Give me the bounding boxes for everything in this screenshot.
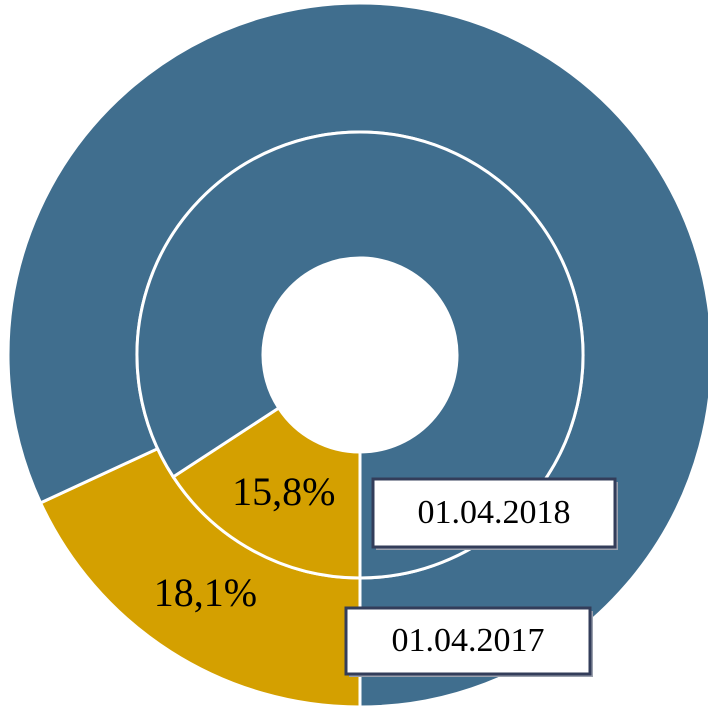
ring-name: 01.04.2017 — [392, 622, 545, 659]
slice-label: 18,1% — [154, 570, 257, 615]
tag-box — [371, 477, 617, 549]
tag-box — [344, 606, 592, 676]
ring-name: 01.04.2018 — [418, 494, 571, 531]
slice-label: 15,8% — [232, 469, 335, 514]
donut-slice — [171, 405, 362, 580]
